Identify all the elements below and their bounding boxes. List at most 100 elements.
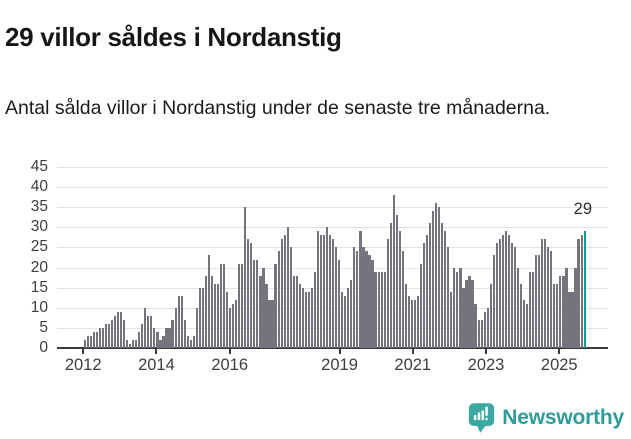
bar	[495, 243, 498, 348]
bar	[283, 235, 286, 348]
bar	[113, 315, 117, 348]
bar	[525, 303, 529, 348]
bar	[486, 307, 489, 348]
bar	[271, 299, 274, 348]
bar	[468, 275, 471, 348]
bar	[250, 243, 253, 348]
bar	[386, 239, 389, 348]
bar	[132, 339, 135, 348]
bar	[180, 295, 183, 348]
x-axis-tick-mark	[82, 348, 85, 354]
bar	[522, 299, 526, 348]
y-gridline	[57, 187, 608, 189]
bar	[362, 247, 365, 348]
y-axis-tick-label: 15	[30, 278, 48, 296]
bar	[119, 311, 123, 348]
brand-name: Newsworthy	[502, 406, 624, 429]
bar	[471, 279, 474, 348]
bar	[122, 319, 126, 348]
bar	[538, 255, 541, 348]
bar	[544, 239, 547, 348]
bar	[301, 287, 304, 348]
bar	[232, 303, 235, 348]
bar	[235, 299, 238, 348]
bar	[350, 279, 353, 348]
x-axis-tick-mark	[411, 348, 414, 354]
bar	[562, 275, 565, 348]
bar	[304, 291, 307, 348]
bar	[156, 331, 159, 348]
y-axis-tick-label: 5	[39, 318, 48, 336]
bar	[135, 339, 138, 348]
bar	[404, 283, 407, 348]
bar	[277, 251, 280, 348]
bar	[147, 315, 150, 348]
bar	[441, 223, 444, 348]
bar	[459, 267, 462, 348]
bar	[559, 275, 562, 348]
bar	[86, 335, 89, 348]
bar	[107, 323, 111, 348]
bar	[359, 231, 362, 348]
bar	[101, 327, 104, 348]
bar	[286, 227, 289, 348]
bar	[419, 263, 423, 348]
bar	[307, 291, 310, 348]
bar	[222, 263, 226, 348]
bar	[329, 235, 332, 348]
bar	[453, 267, 456, 348]
bar	[219, 263, 223, 348]
x-axis-tick-label: 2025	[540, 356, 578, 374]
newsworthy-chart-bubble-icon	[468, 402, 495, 434]
bar	[310, 287, 314, 348]
bar	[174, 307, 177, 348]
bar	[241, 263, 244, 348]
bar	[407, 295, 410, 348]
bar	[229, 307, 232, 348]
bar	[480, 319, 483, 348]
bar	[392, 195, 395, 348]
bar	[465, 279, 468, 348]
bar	[92, 331, 95, 348]
bar	[519, 283, 523, 348]
bar	[556, 283, 559, 348]
bar	[571, 291, 574, 348]
bar	[192, 335, 195, 348]
bar	[83, 339, 86, 348]
bar	[332, 239, 335, 348]
bar	[280, 239, 283, 348]
bar	[395, 215, 398, 348]
bar	[365, 251, 368, 348]
bar	[186, 335, 189, 348]
bar	[171, 319, 174, 348]
bar	[295, 275, 298, 348]
bar	[377, 271, 380, 348]
bar	[507, 235, 510, 348]
y-axis-tick-label: 40	[30, 178, 48, 196]
bar	[344, 295, 347, 348]
bar	[253, 259, 256, 348]
bar	[356, 251, 359, 348]
bar	[422, 243, 426, 348]
bar	[322, 235, 326, 348]
bar	[450, 291, 453, 348]
bar	[416, 295, 420, 348]
bar	[262, 267, 265, 348]
y-axis-tick-label: 20	[30, 258, 48, 276]
bar	[341, 291, 344, 348]
bar	[438, 207, 441, 348]
bar	[256, 259, 259, 348]
bar	[535, 255, 538, 348]
x-axis-tick-mark	[485, 348, 488, 354]
bar	[226, 291, 229, 348]
x-axis-tick-label: 2023	[467, 356, 505, 374]
bar	[247, 239, 250, 348]
bar	[504, 231, 507, 348]
bar	[413, 299, 417, 348]
bar	[141, 323, 144, 348]
bar	[432, 211, 435, 348]
bar	[383, 271, 386, 348]
y-gridline	[57, 227, 608, 229]
newsworthy-brand-link[interactable]: Newsworthy	[468, 402, 624, 434]
bar	[116, 311, 120, 348]
